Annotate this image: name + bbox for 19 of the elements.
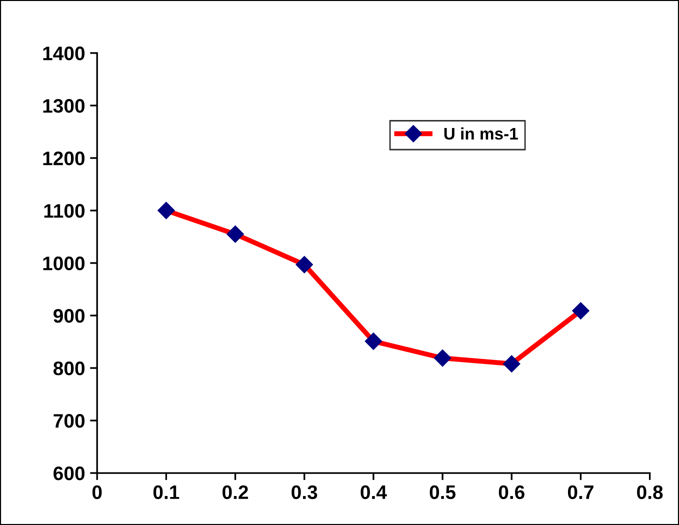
y-tick-label: 1100 (44, 204, 84, 218)
x-tick-label: 0.8 (637, 485, 663, 500)
legend-label: U in ms-1 (444, 127, 518, 140)
y-tick-label: 700 (54, 414, 84, 428)
y-tick-label: 1400 (43, 46, 84, 60)
x-tick-label: 0.7 (568, 485, 594, 500)
y-tick-label: 1000 (43, 256, 84, 270)
y-tick-label: 600 (54, 466, 84, 480)
x-tick-label: 0.2 (222, 485, 248, 500)
y-tick-label: 1300 (43, 98, 84, 113)
x-tick-label: 0.1 (153, 485, 180, 500)
x-tick-label: 0.6 (498, 485, 524, 500)
x-tick-label: 0.5 (430, 485, 456, 500)
x-tick-label: 0 (92, 485, 102, 500)
x-tick-label: 0.3 (292, 485, 318, 500)
y-tick-label: 800 (53, 361, 84, 376)
x-tick-label: 0.4 (360, 485, 387, 500)
y-tick-label: 1200 (43, 151, 84, 166)
y-tick-label: 900 (54, 308, 84, 323)
